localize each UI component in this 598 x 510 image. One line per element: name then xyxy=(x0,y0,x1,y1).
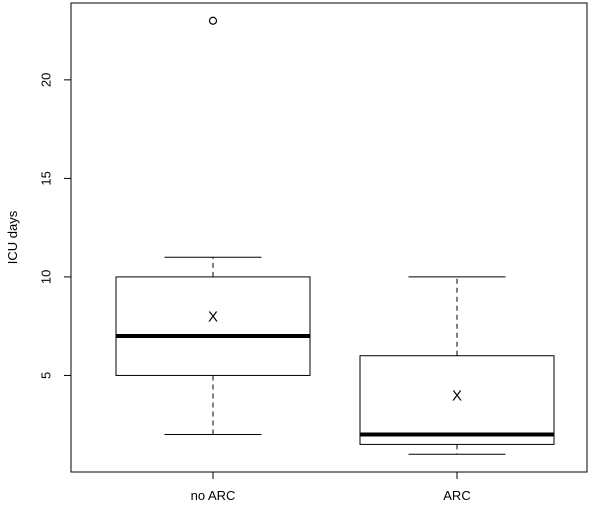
mean-marker: X xyxy=(208,309,218,326)
y-tick-label-20: 20 xyxy=(39,73,54,87)
box-group-1: X xyxy=(359,276,555,455)
x-category-label: ARC xyxy=(443,488,470,503)
x-category-label: no ARC xyxy=(191,488,236,503)
y-tick-label-10: 10 xyxy=(39,270,54,284)
x-axis: no ARC ARC xyxy=(191,471,471,503)
interquartile-box xyxy=(115,276,311,376)
box-groups: XX xyxy=(115,16,555,455)
outlier-point xyxy=(208,16,218,25)
y-axis-title: ICU days xyxy=(5,210,20,264)
y-axis: 5 10 15 20 xyxy=(39,73,72,379)
interquartile-box xyxy=(359,355,555,445)
y-tick-label-5: 5 xyxy=(39,372,54,379)
mean-marker: X xyxy=(452,388,462,405)
y-tick-label-15: 15 xyxy=(39,171,54,185)
box-group-0: X xyxy=(115,16,311,436)
